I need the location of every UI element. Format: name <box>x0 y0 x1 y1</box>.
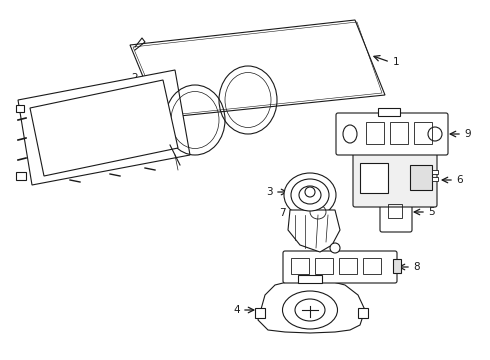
Circle shape <box>305 187 315 197</box>
Bar <box>255 308 265 318</box>
Bar <box>432 170 438 174</box>
Bar <box>432 177 438 181</box>
Bar <box>366 122 384 144</box>
Text: 7: 7 <box>279 208 286 218</box>
FancyBboxPatch shape <box>380 193 412 232</box>
Bar <box>360 163 388 193</box>
Polygon shape <box>30 80 178 176</box>
Ellipse shape <box>283 291 338 329</box>
Polygon shape <box>130 20 385 118</box>
Text: 3: 3 <box>267 187 273 197</box>
Text: 1: 1 <box>393 57 400 67</box>
Ellipse shape <box>284 173 336 217</box>
Text: 4: 4 <box>233 305 240 315</box>
FancyBboxPatch shape <box>283 251 397 283</box>
Bar <box>291 258 309 274</box>
Bar <box>16 172 26 180</box>
Bar <box>315 258 333 274</box>
Text: 8: 8 <box>413 262 419 272</box>
Circle shape <box>330 243 340 253</box>
Polygon shape <box>258 278 365 333</box>
Polygon shape <box>303 200 330 225</box>
Ellipse shape <box>299 186 321 204</box>
Bar <box>363 258 381 274</box>
Bar <box>339 258 357 274</box>
Bar <box>390 122 408 144</box>
Text: 5: 5 <box>428 207 435 217</box>
Text: 2: 2 <box>131 73 138 83</box>
Bar <box>16 105 24 112</box>
Bar <box>298 275 322 283</box>
Bar <box>358 308 368 318</box>
Bar <box>410 165 432 190</box>
Ellipse shape <box>295 299 325 321</box>
Bar <box>378 108 400 116</box>
Bar <box>414 122 432 144</box>
FancyBboxPatch shape <box>353 153 437 207</box>
Ellipse shape <box>291 179 329 211</box>
Bar <box>388 204 402 218</box>
Polygon shape <box>18 70 190 185</box>
FancyBboxPatch shape <box>336 113 448 155</box>
Text: 6: 6 <box>456 175 463 185</box>
Polygon shape <box>288 210 340 252</box>
Text: 9: 9 <box>464 129 470 139</box>
Bar <box>393 259 401 273</box>
